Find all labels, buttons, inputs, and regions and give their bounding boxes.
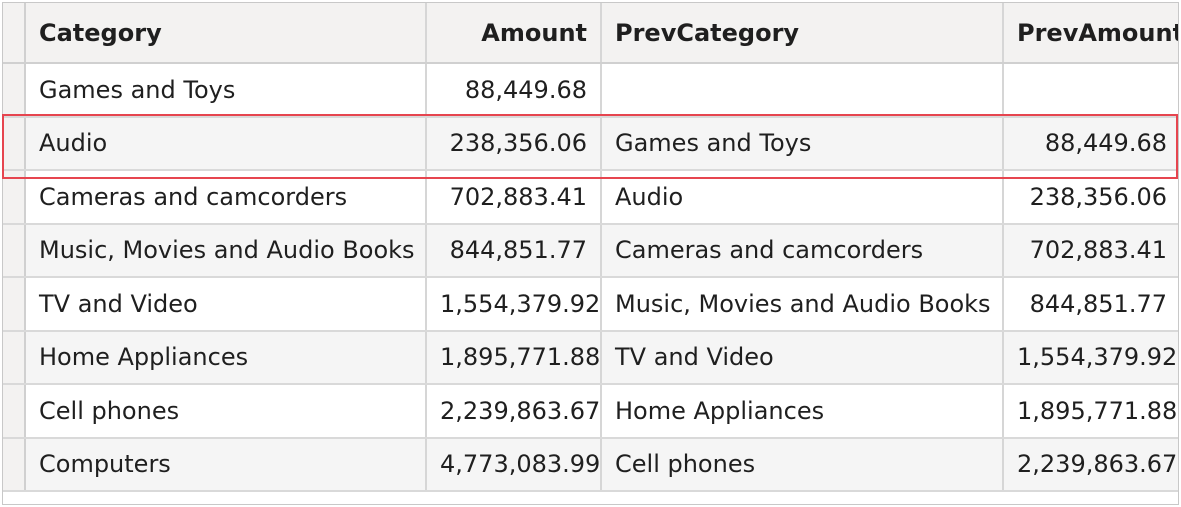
column-header-prevcategory[interactable]: PrevCategory [601, 3, 1004, 64]
cell-category: Cell phones [25, 384, 427, 439]
cell-amount: 1,895,771.88 [426, 330, 602, 385]
cell-prevcategory [601, 63, 1004, 118]
cell-prevcategory: Audio [601, 170, 1004, 225]
row-selector[interactable] [3, 116, 26, 171]
row-selector[interactable] [3, 384, 26, 439]
row-selector[interactable] [3, 223, 26, 278]
cell-prevcategory: Games and Toys [601, 116, 1004, 171]
row-selector[interactable] [3, 277, 26, 332]
row-selector[interactable] [3, 170, 26, 225]
cell-amount: 1,554,379.92 [426, 277, 602, 332]
row-selector-header[interactable] [3, 3, 26, 64]
cell-amount: 4,773,083.99 [426, 437, 602, 492]
cell-prevamount: 238,356.06 [1003, 170, 1178, 225]
cell-prevamount [1003, 63, 1178, 118]
cell-prevcategory: Cameras and camcorders [601, 223, 1004, 278]
cell-prevamount: 1,895,771.88 [1003, 384, 1178, 439]
column-header-category[interactable]: Category [25, 3, 427, 64]
cell-prevamount: 702,883.41 [1003, 223, 1178, 278]
cell-prevamount: 2,239,863.67 [1003, 437, 1178, 492]
table-row[interactable]: Cell phones 2,239,863.67 Home Appliances… [3, 384, 1178, 439]
cell-amount: 88,449.68 [426, 63, 602, 118]
column-header-prevamount[interactable]: PrevAmount [1003, 3, 1178, 64]
cell-category: Games and Toys [25, 63, 427, 118]
cell-prevamount: 844,851.77 [1003, 277, 1178, 332]
cell-prevcategory: Home Appliances [601, 384, 1004, 439]
cell-category: Computers [25, 437, 427, 492]
table-row[interactable]: Audio 238,356.06 Games and Toys 88,449.6… [3, 116, 1178, 171]
cell-category: Home Appliances [25, 330, 427, 385]
table-row[interactable]: Computers 4,773,083.99 Cell phones 2,239… [3, 437, 1178, 492]
cell-prevcategory: Music, Movies and Audio Books [601, 277, 1004, 332]
table-row[interactable]: TV and Video 1,554,379.92 Music, Movies … [3, 277, 1178, 332]
cell-amount: 844,851.77 [426, 223, 602, 278]
cell-prevcategory: Cell phones [601, 437, 1004, 492]
cell-amount: 238,356.06 [426, 116, 602, 171]
header-row: Category Amount PrevCategory PrevAmount [3, 3, 1178, 64]
cell-category: Audio [25, 116, 427, 171]
cell-prevamount: 1,554,379.92 [1003, 330, 1178, 385]
cell-prevcategory: TV and Video [601, 330, 1004, 385]
cell-category: Music, Movies and Audio Books [25, 223, 427, 278]
data-table: Category Amount PrevCategory PrevAmount … [3, 3, 1178, 492]
row-selector[interactable] [3, 437, 26, 492]
row-selector[interactable] [3, 330, 26, 385]
table-row[interactable]: Cameras and camcorders 702,883.41 Audio … [3, 170, 1178, 225]
cell-prevamount: 88,449.68 [1003, 116, 1178, 171]
row-selector[interactable] [3, 63, 26, 118]
table-row[interactable]: Home Appliances 1,895,771.88 TV and Vide… [3, 330, 1178, 385]
cell-amount: 702,883.41 [426, 170, 602, 225]
cell-category: TV and Video [25, 277, 427, 332]
cell-category: Cameras and camcorders [25, 170, 427, 225]
table-row[interactable]: Music, Movies and Audio Books 844,851.77… [3, 223, 1178, 278]
cell-amount: 2,239,863.67 [426, 384, 602, 439]
table-row[interactable]: Games and Toys 88,449.68 [3, 63, 1178, 118]
column-header-amount[interactable]: Amount [426, 3, 602, 64]
